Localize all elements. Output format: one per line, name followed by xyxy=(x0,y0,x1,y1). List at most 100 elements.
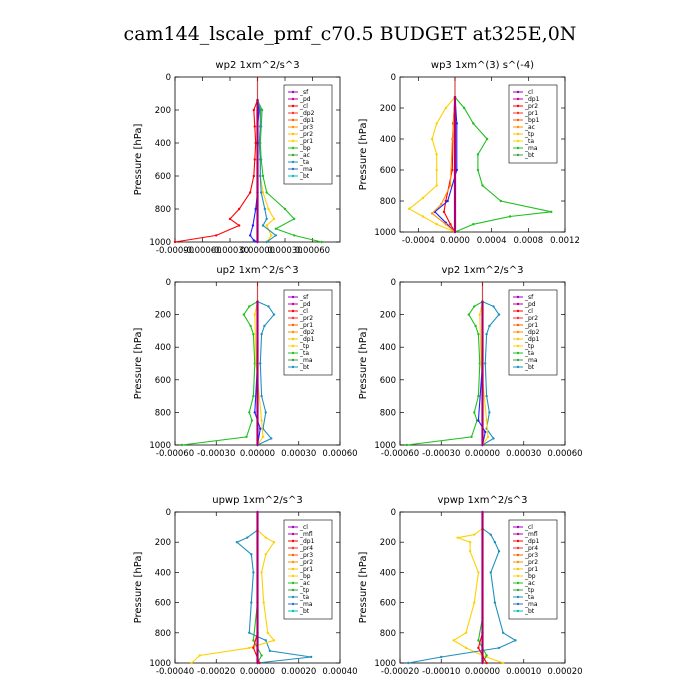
y-axis-label: Pressure [hPa] xyxy=(358,119,369,191)
legend-entry: _tp xyxy=(524,343,534,350)
y-tick-label: 200 xyxy=(155,538,171,548)
y-tick-label: 600 xyxy=(155,599,171,609)
data-point xyxy=(215,234,218,237)
legend-marker xyxy=(516,553,520,557)
data-point xyxy=(514,639,517,642)
data-point xyxy=(252,646,255,650)
series-line xyxy=(406,301,483,446)
legend-marker xyxy=(516,309,520,313)
y-tick-label: 1000 xyxy=(149,659,171,669)
data-point xyxy=(489,571,492,574)
data-point xyxy=(264,553,267,556)
x-tick-label: 0.00000 xyxy=(465,667,500,677)
data-point xyxy=(493,601,497,604)
data-point xyxy=(477,419,480,422)
data-point xyxy=(468,541,472,544)
legend-marker xyxy=(291,97,295,101)
legend-marker xyxy=(291,330,295,334)
data-point xyxy=(260,108,264,112)
legend: _cl_dp1_pr2_pr1_bp1_ac_tp_ta_ma_bt xyxy=(508,84,558,164)
data-point xyxy=(456,536,459,539)
legend-marker xyxy=(516,90,520,94)
legend-entry: _ac xyxy=(524,580,535,587)
legend: _sf_pd_cl_pr2_pr1_dp2_dp1_tp_ta_ma_bt xyxy=(283,289,333,376)
legend-marker xyxy=(291,609,295,613)
legend-marker xyxy=(291,539,295,543)
data-point xyxy=(444,223,448,226)
data-point xyxy=(259,427,262,430)
y-tick-label: 800 xyxy=(155,408,171,418)
data-point xyxy=(478,313,481,316)
data-point xyxy=(262,601,265,604)
x-tick-label: -0.0004 xyxy=(402,236,435,246)
data-point xyxy=(251,224,255,227)
data-point xyxy=(501,661,505,665)
legend-marker xyxy=(516,546,520,550)
data-point xyxy=(228,217,232,221)
x-tick-label: 0.00030 xyxy=(281,449,316,459)
data-point xyxy=(270,234,273,237)
legend-marker xyxy=(516,337,520,341)
data-point xyxy=(493,541,497,544)
x-tick-label: 0.00020 xyxy=(281,667,316,677)
x-tick-label: 0.00030 xyxy=(267,246,302,256)
plot-frame xyxy=(399,76,566,233)
data-point xyxy=(261,174,265,178)
legend-entry: _bp1 xyxy=(524,117,540,124)
data-point xyxy=(264,536,267,539)
legend-marker xyxy=(291,104,295,108)
y-tick-label: 600 xyxy=(155,172,171,182)
legend-entry: _dp1 xyxy=(524,336,540,343)
legend-marker xyxy=(516,525,520,529)
data-point xyxy=(476,153,480,156)
panel-title: vp2 1xm^2/s^3 xyxy=(442,265,524,276)
data-point xyxy=(252,108,256,112)
y-tick-label: 0 xyxy=(166,508,171,518)
legend-marker xyxy=(516,588,520,592)
data-point xyxy=(405,443,409,447)
data-point xyxy=(265,191,268,194)
data-point xyxy=(476,168,480,172)
legend-marker xyxy=(291,588,295,592)
x-tick-label: 0.0000 xyxy=(440,236,470,246)
legend-marker xyxy=(516,323,520,327)
data-point xyxy=(253,125,256,128)
data-point xyxy=(435,122,438,125)
data-point xyxy=(249,324,252,328)
x-tick-label: -0.00060 xyxy=(156,449,194,459)
data-point xyxy=(248,191,252,194)
series-line xyxy=(181,301,258,446)
data-point xyxy=(550,210,553,214)
legend-marker xyxy=(516,146,520,150)
legend-entry: _tp xyxy=(299,343,309,350)
data-point xyxy=(442,210,446,214)
series-line xyxy=(454,96,552,233)
x-tick-label: -0.00010 xyxy=(422,667,460,677)
x-tick-label: 0.0004 xyxy=(477,236,507,246)
legend-marker xyxy=(291,323,295,327)
panel-title: wp3 1xm^(3) s^(-4) xyxy=(431,60,534,71)
legend-marker xyxy=(291,365,295,369)
y-tick-label: 1000 xyxy=(374,441,396,451)
legend-entry: _ma xyxy=(524,601,538,608)
data-point xyxy=(261,224,265,227)
legend-entry: _bt xyxy=(299,173,310,180)
legend-entry: _sf xyxy=(299,294,309,301)
y-tick-label: 400 xyxy=(155,568,171,578)
data-point xyxy=(270,437,273,440)
y-tick-label: 600 xyxy=(380,166,396,176)
data-point xyxy=(292,217,296,221)
data-point xyxy=(267,207,270,211)
legend-entry: _sf xyxy=(299,89,309,96)
legend-entry: _ma xyxy=(299,166,313,173)
legend: _sf_pd_cl_pr2_pr1_dp2_dp1_tp_ta_ma_bt xyxy=(508,289,558,376)
data-point xyxy=(497,550,501,553)
legend-entry: _ta xyxy=(299,594,309,601)
y-tick-label: 200 xyxy=(155,106,171,116)
data-point xyxy=(264,639,267,642)
data-point xyxy=(435,153,438,156)
data-point xyxy=(435,223,438,226)
x-tick-label: -0.00020 xyxy=(381,667,419,677)
data-point xyxy=(468,550,472,553)
data-point xyxy=(477,394,480,398)
